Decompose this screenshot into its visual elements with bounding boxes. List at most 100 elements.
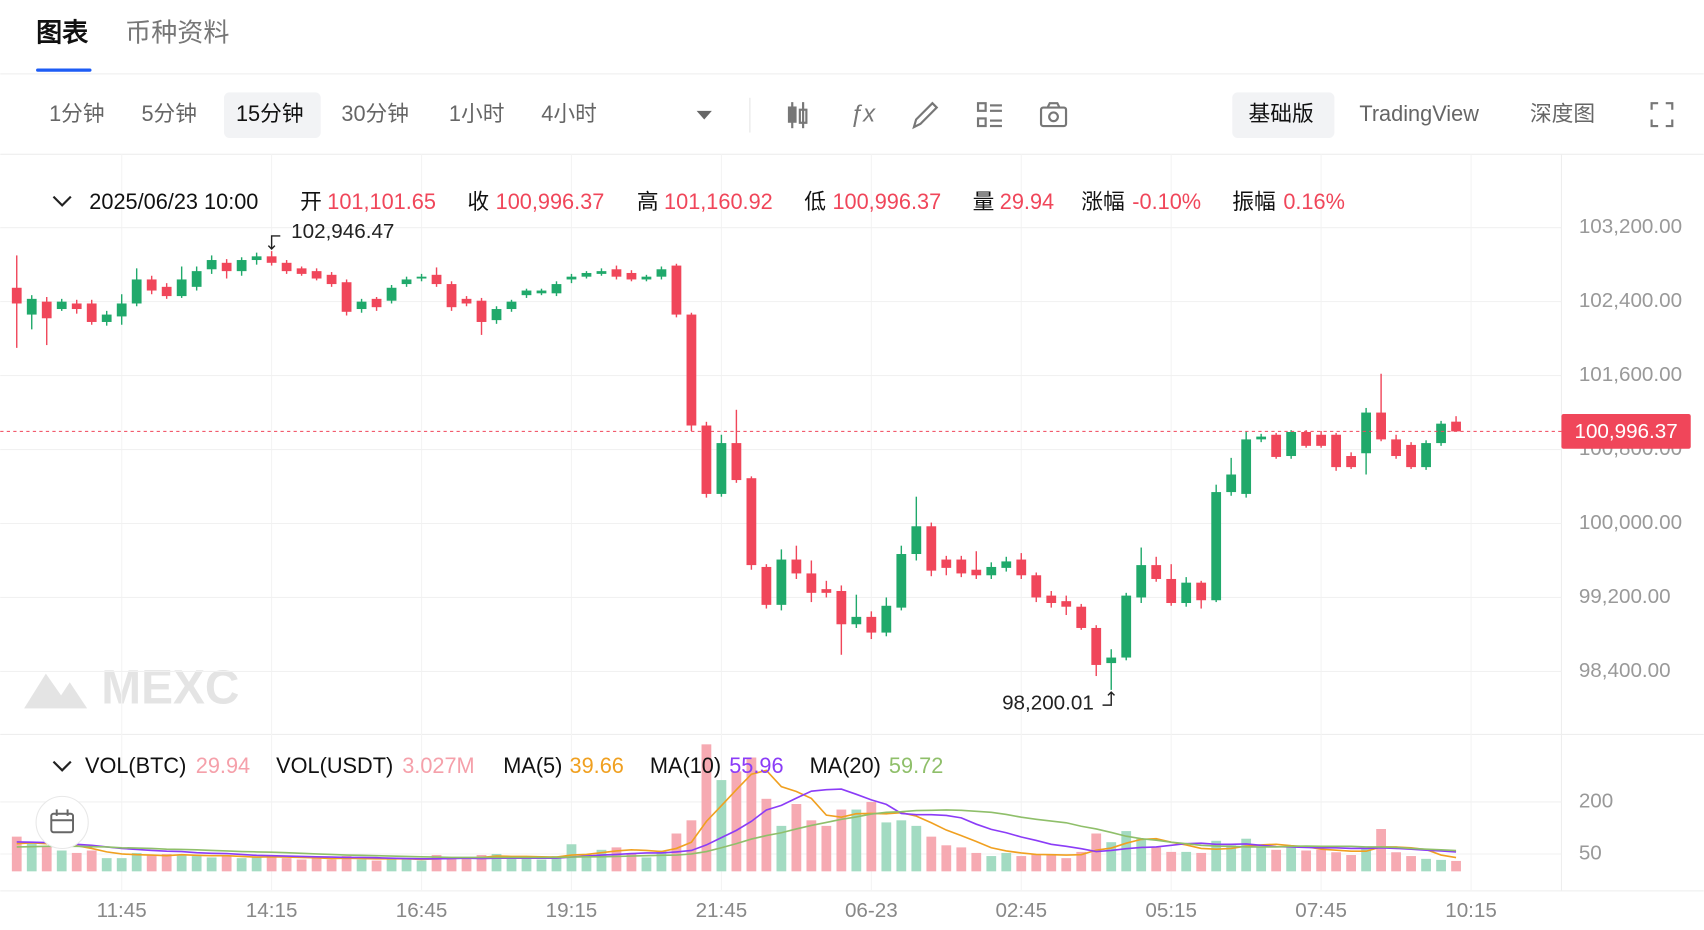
volume-bar xyxy=(971,852,982,872)
volume-bar xyxy=(956,847,967,872)
volume-bar xyxy=(641,857,652,872)
volume-bar xyxy=(1031,853,1042,872)
x-tick-label: 14:15 xyxy=(246,899,298,922)
volume-bar xyxy=(1016,856,1027,872)
candle-body xyxy=(41,301,52,319)
candle-body xyxy=(416,276,427,279)
tab[interactable]: 币种资料 xyxy=(125,18,229,48)
candle-body xyxy=(296,268,307,274)
candle-body xyxy=(131,279,142,304)
collapse[interactable] xyxy=(52,195,72,207)
candle-body xyxy=(776,559,787,605)
candle-body xyxy=(1301,431,1312,446)
x-tick-label: 10:15 xyxy=(1445,899,1497,922)
candle-body xyxy=(716,443,727,494)
watermark-logo xyxy=(24,673,88,709)
volume-bar xyxy=(476,855,487,872)
candle-body xyxy=(1091,627,1102,665)
icon-layout[interactable] xyxy=(976,102,1002,128)
candle-body xyxy=(1016,559,1027,576)
interval[interactable]: 15分钟 xyxy=(236,101,304,126)
candle-body xyxy=(791,559,802,574)
view[interactable]: 基础版 xyxy=(1249,101,1314,126)
candle-body xyxy=(206,260,217,270)
volume-bar xyxy=(536,859,547,872)
volume-bar xyxy=(941,845,952,872)
candle-body xyxy=(1196,582,1207,601)
annotation: 102,946.47 xyxy=(291,220,394,243)
candle-body xyxy=(491,309,502,321)
candle-body xyxy=(1406,444,1416,468)
y-tick-label: 99,200.00 xyxy=(1579,585,1671,608)
candle-body xyxy=(581,272,592,277)
volume-bar xyxy=(371,860,382,872)
candle-body xyxy=(101,314,112,322)
volume-bar xyxy=(1061,858,1072,872)
selected-bg xyxy=(224,92,321,138)
interval[interactable]: 4小时 xyxy=(541,101,597,126)
candle-body xyxy=(851,616,862,625)
volume-bar xyxy=(521,858,532,872)
view[interactable]: 深度图 xyxy=(1530,101,1595,126)
volume-bar xyxy=(1181,851,1192,872)
collapse[interactable] xyxy=(52,760,72,772)
candle-body xyxy=(401,279,412,285)
volume-bar xyxy=(1046,853,1057,872)
volume-bar xyxy=(791,804,802,872)
header-label: 涨幅 xyxy=(1081,189,1124,214)
x-tick-label: 11:45 xyxy=(97,899,147,922)
header-label: 开 xyxy=(300,189,322,214)
tab[interactable]: 图表 xyxy=(36,18,89,48)
ma-line xyxy=(16,788,1457,860)
volume-bar xyxy=(461,858,472,872)
y-tick-label: 98,400.00 xyxy=(1579,659,1671,682)
icon-camera[interactable] xyxy=(1039,102,1068,128)
interval[interactable]: 5分钟 xyxy=(141,101,197,126)
volume-bar xyxy=(71,852,82,872)
candle-body xyxy=(821,589,832,593)
volume-bar xyxy=(926,836,937,872)
volume-bar xyxy=(1316,849,1327,872)
candle-body xyxy=(1001,561,1012,568)
candle-body xyxy=(521,290,532,296)
volume-bar xyxy=(1451,860,1461,872)
interval[interactable]: 1小时 xyxy=(449,101,505,126)
candle-body xyxy=(1241,439,1252,494)
candle-body xyxy=(311,271,322,279)
candle-body xyxy=(986,566,997,576)
volume-bar xyxy=(311,858,322,872)
volume-bar xyxy=(596,849,607,872)
view[interactable]: TradingView xyxy=(1359,101,1479,126)
volume-bar xyxy=(281,858,292,872)
volume-bar xyxy=(1226,845,1237,872)
candle-body xyxy=(701,425,712,494)
candle-body xyxy=(86,303,97,322)
ma-line xyxy=(16,769,1457,861)
candle-body xyxy=(1121,595,1132,658)
candle-body xyxy=(971,569,982,576)
interval[interactable]: 30分钟 xyxy=(341,101,409,126)
candle-body xyxy=(1316,434,1327,446)
last-price-label: 100,996.37 xyxy=(1574,420,1677,443)
interval[interactable]: 1分钟 xyxy=(49,101,105,126)
dropdown[interactable] xyxy=(696,110,712,120)
candle-body xyxy=(881,605,892,633)
icon-indicator[interactable]: ƒx xyxy=(850,100,876,127)
volume-bar xyxy=(1196,852,1207,872)
candle-body xyxy=(1286,431,1297,457)
icon-fullscreen[interactable] xyxy=(1650,102,1674,128)
header-label: 低 xyxy=(804,189,826,214)
candle-body xyxy=(461,298,472,304)
calendar-button[interactable] xyxy=(35,795,89,850)
volume-bar xyxy=(1331,852,1342,872)
icon-draw[interactable] xyxy=(912,101,939,130)
candle-body xyxy=(116,303,127,317)
candle-body xyxy=(731,443,742,481)
volume-bar xyxy=(1421,858,1431,872)
header-value: 0.16% xyxy=(1283,189,1345,214)
header-value: 100,996.37 xyxy=(832,189,941,214)
candle-body xyxy=(761,566,772,605)
tab-underline xyxy=(36,68,92,72)
last-price-box xyxy=(1561,414,1691,449)
icon-candles[interactable] xyxy=(787,102,808,129)
